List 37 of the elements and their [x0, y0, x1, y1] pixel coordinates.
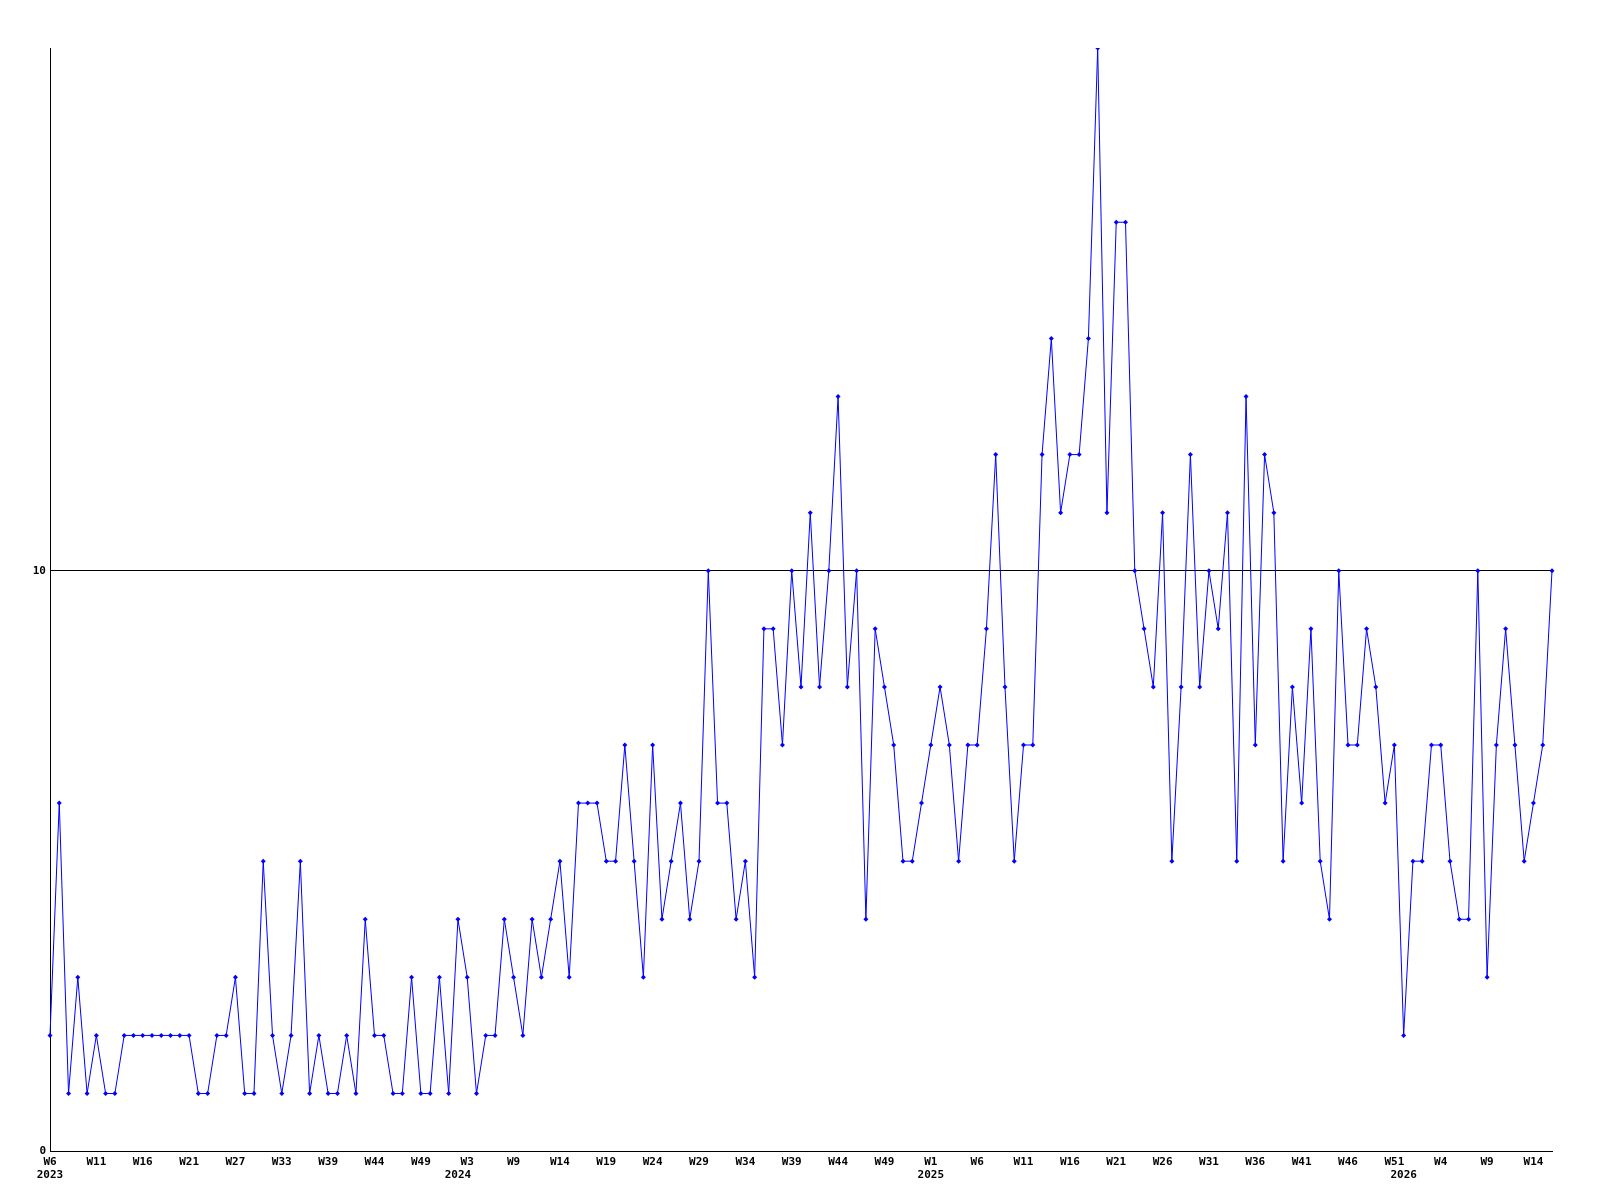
y-tick-label: 0: [39, 1144, 46, 1158]
x-tick-label: W11: [1013, 1155, 1034, 1169]
x-tick-label: W16: [1059, 1155, 1081, 1169]
x-tick-label: W49: [874, 1155, 895, 1169]
x-tick-label: W14: [550, 1155, 571, 1169]
x-tick-label: W24: [642, 1155, 663, 1169]
x-tick-label: W46: [1338, 1155, 1359, 1169]
x-tick-label: W16: [132, 1155, 154, 1169]
x-tick-label: W33: [271, 1155, 292, 1169]
x-tick-label: W39: [781, 1155, 802, 1169]
x-tick-label: W3: [460, 1155, 474, 1169]
x-tick-label: W14: [1523, 1155, 1544, 1169]
x-tick-label: W44: [828, 1155, 849, 1169]
x-tick-label: W26: [1152, 1155, 1173, 1169]
x-tick-label: W51: [1384, 1155, 1405, 1169]
x-tick-label: W11: [86, 1155, 107, 1169]
x-tick-label: W9: [506, 1155, 521, 1169]
x-tick-label: W44: [364, 1155, 385, 1169]
x-tick-label: W1 2025: [917, 1155, 945, 1182]
x-tick-label: W34: [735, 1155, 756, 1169]
x-tick-label: 2024: [444, 1168, 472, 1182]
x-tick-label: W21: [1106, 1155, 1127, 1169]
x-tick-label: W21: [179, 1155, 200, 1169]
x-tick-label: W4: [1434, 1155, 1448, 1169]
x-tick-label: W41: [1291, 1155, 1312, 1169]
x-tick-label: W39: [318, 1155, 339, 1169]
x-tick-label: W9: [1480, 1155, 1494, 1169]
x-tick-label: W29: [689, 1155, 709, 1169]
x-tick-label: 2026: [1390, 1168, 1418, 1182]
x-tick-label: W31: [1199, 1155, 1220, 1169]
x-tick-label: W6 2023: [36, 1155, 64, 1182]
x-tick-label: W49: [410, 1155, 431, 1169]
x-tick-label: W19: [596, 1155, 617, 1169]
x-tick-label: W27: [225, 1155, 246, 1169]
y-tick-label: 10: [32, 563, 46, 577]
x-tick-label: W36: [1245, 1155, 1266, 1169]
x-tick-label: W6: [970, 1155, 985, 1169]
